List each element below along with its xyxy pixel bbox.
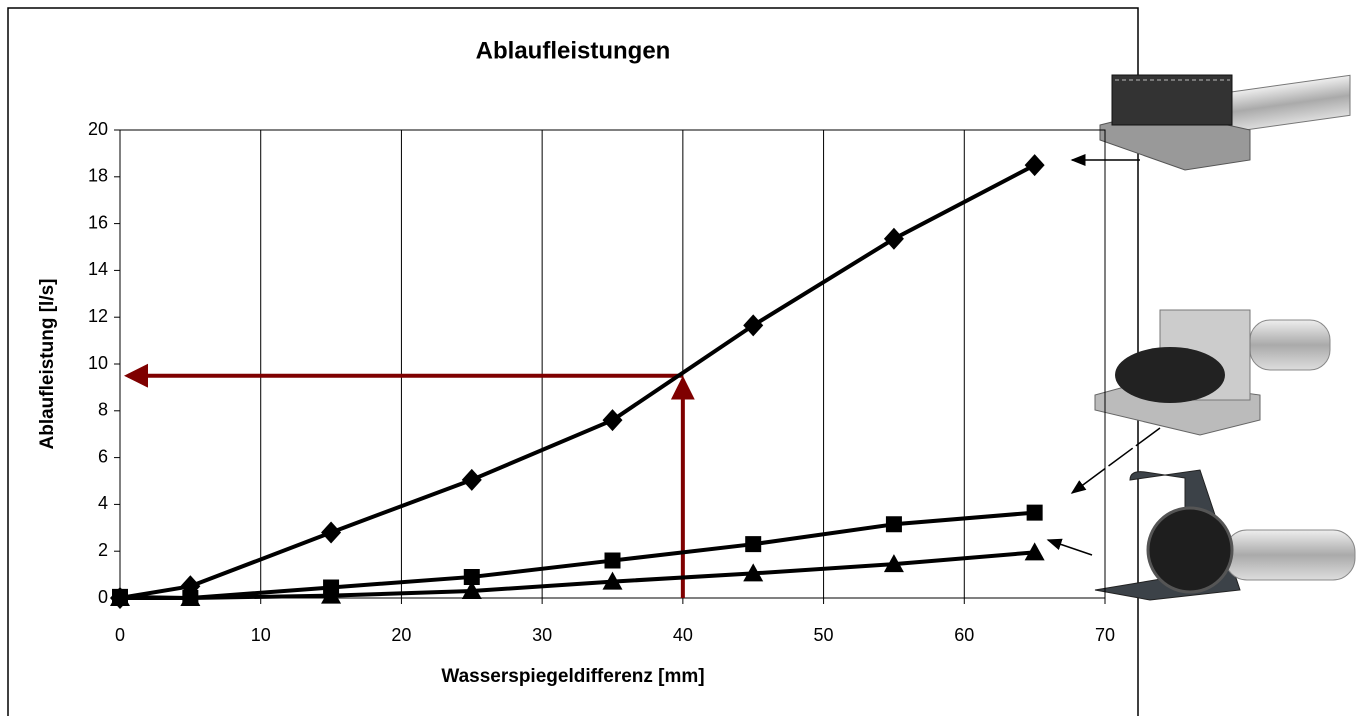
x-tick-label: 70 [1095, 625, 1115, 645]
marker-triangle [743, 563, 764, 582]
marker-diamond [321, 521, 342, 544]
y-tick-label: 0 [98, 587, 108, 607]
marker-triangle [110, 588, 130, 606]
marker-diamond [883, 227, 904, 250]
y-tick-label: 12 [88, 306, 108, 326]
marker-triangle [461, 580, 482, 599]
y-tick-label: 14 [88, 259, 108, 279]
series-line [120, 550, 1035, 600]
marker-diamond [461, 468, 482, 491]
marker-triangle [1024, 542, 1045, 561]
marker-diamond [743, 314, 764, 337]
y-tick-label: 4 [98, 493, 108, 513]
product-images [1046, 74, 1356, 601]
y-tick-label: 16 [88, 212, 108, 232]
marker-triangle [883, 554, 904, 573]
marker-square [463, 568, 480, 585]
x-tick-label: 50 [814, 625, 834, 645]
chart-title: Ablaufleistungen [476, 37, 671, 64]
marker-square [604, 552, 621, 569]
marker-diamond [602, 409, 623, 432]
marker-diamond [1024, 154, 1045, 177]
y-tick-label: 8 [98, 400, 108, 420]
y-tick-label: 6 [98, 446, 108, 466]
marker-square [885, 516, 902, 533]
x-tick-label: 30 [532, 625, 552, 645]
x-tick-label: 10 [251, 625, 271, 645]
x-tick-label: 60 [954, 625, 974, 645]
x-axis-label: Wasserspiegeldifferenz [mm] [441, 666, 704, 687]
series-line [119, 163, 1036, 600]
marker-triangle [321, 585, 342, 604]
x-tick-label: 0 [115, 625, 125, 645]
y-tick-label: 2 [98, 540, 108, 560]
y-tick-label: 18 [88, 166, 108, 186]
chart-frame [7, 7, 1139, 716]
x-tick-label: 40 [673, 625, 693, 645]
marker-square [1026, 504, 1043, 521]
marker-triangle [180, 588, 201, 606]
y-tick-label: 20 [88, 119, 108, 139]
marker-triangle [602, 571, 623, 590]
marker-square [745, 536, 762, 553]
y-tick-label: 10 [88, 353, 108, 373]
y-axis-label: Ablaufleistung [l/s] [37, 279, 58, 450]
x-tick-label: 20 [391, 625, 411, 645]
